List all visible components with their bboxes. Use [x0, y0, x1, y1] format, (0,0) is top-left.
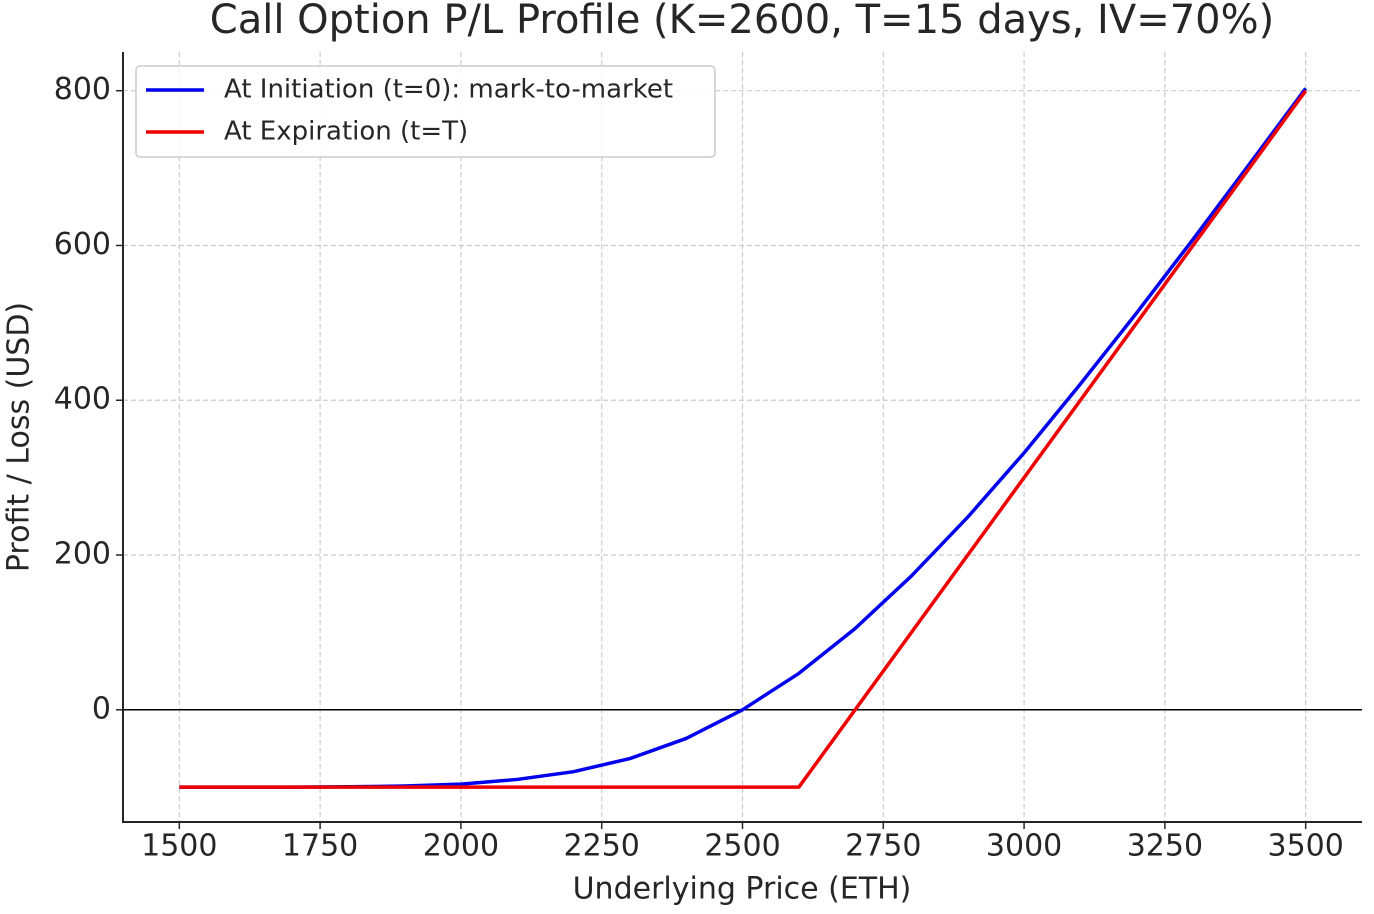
x-tick-label: 2750 [845, 829, 921, 864]
legend-label: At Expiration (t=T) [224, 117, 468, 147]
x-tick-label: 2500 [704, 829, 780, 864]
y-tick-label: 200 [54, 537, 111, 572]
legend-box [135, 65, 716, 158]
x-tick-label: 2250 [564, 829, 640, 864]
x-tick-label: 1750 [282, 829, 358, 864]
x-tick-label: 1500 [141, 829, 217, 864]
y-tick-label: 600 [54, 227, 111, 262]
x-tick-label: 3500 [1268, 829, 1344, 864]
y-tick-label: 800 [54, 72, 111, 107]
x-tick-label: 3000 [986, 829, 1062, 864]
chart-title: Call Option P/L Profile (K=2600, T=15 da… [210, 0, 1274, 43]
x-axis-label: Underlying Price (ETH) [573, 872, 912, 907]
x-tick-label: 3250 [1127, 829, 1203, 864]
y-tick-label: 400 [54, 382, 111, 417]
y-tick-label: 0 [92, 691, 111, 726]
y-axis-label: Profit / Loss (USD) [2, 302, 37, 572]
x-tick-label: 2000 [423, 829, 499, 864]
legend-label: At Initiation (t=0): mark-to-market [224, 75, 673, 105]
series-line [179, 89, 1308, 789]
axis-frame [122, 52, 1362, 823]
